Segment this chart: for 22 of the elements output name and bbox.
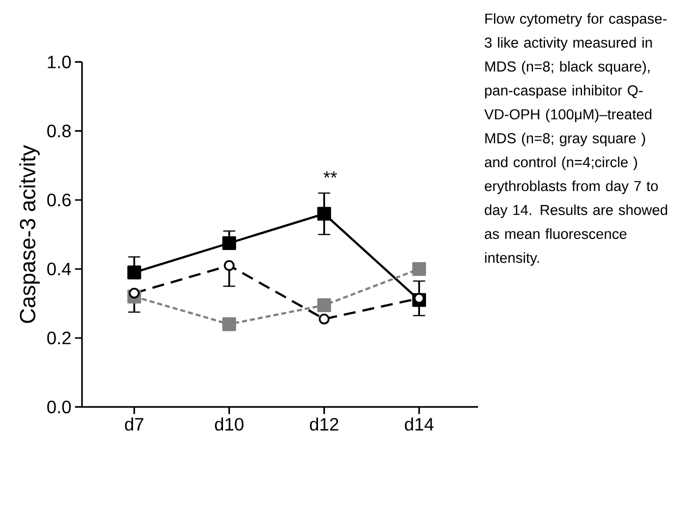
point	[127, 266, 142, 280]
x-tick-label: d7	[125, 418, 144, 431]
x-tick-label: d14	[404, 418, 434, 431]
y-tick-label: 0.8	[47, 124, 71, 138]
point	[318, 314, 330, 324]
point	[317, 298, 332, 312]
text: Flow cytometry for caspase-3 like activity measured in MDS (n=8; black square), pan-caspase inhibitor Q-VD-OPH (100μM)–treated MDS (n=8; gray square ) and control (n=4;circle ) erythroblasts from day 7 to day 14. Results are showed as mean fluorescence intensity.	[484, 13, 668, 266]
point	[222, 236, 236, 250]
point	[317, 206, 332, 221]
point	[224, 260, 235, 271]
x-tick-label: d12	[310, 418, 338, 431]
point	[412, 262, 426, 276]
y-tick-label: 0.6	[47, 194, 71, 206]
annotation: **	[324, 171, 337, 178]
y-tick-label: 0.4	[47, 262, 71, 276]
y-tick-label: 1.0	[48, 56, 71, 68]
y-tick-label: 0.2	[47, 332, 71, 344]
point	[222, 317, 236, 332]
y-axis-title: Caspase-3 acitvity	[19, 145, 40, 323]
x-tick-label: d10	[214, 418, 244, 431]
y-tick-label: 0.0	[47, 400, 71, 414]
point	[128, 288, 140, 299]
